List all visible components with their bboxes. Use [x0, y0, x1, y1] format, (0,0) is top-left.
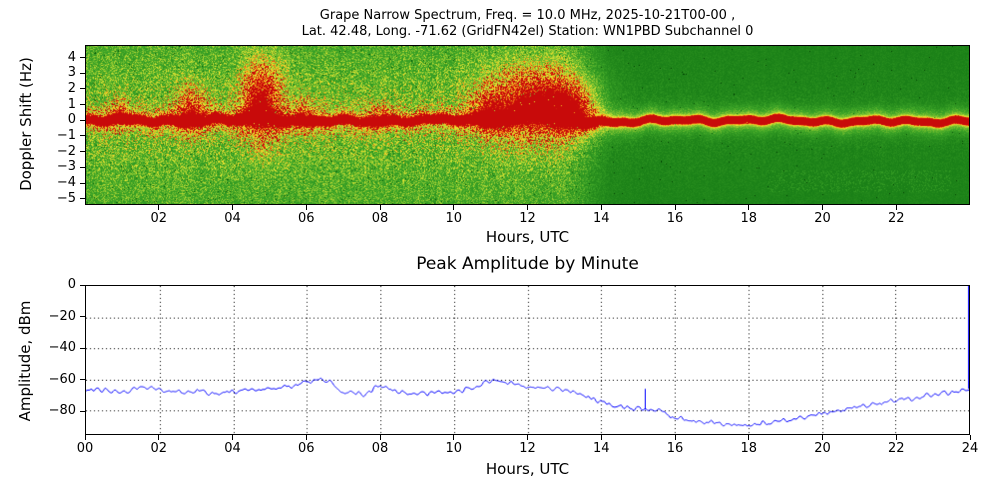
- spectrogram-axes: [85, 45, 970, 205]
- y-tick-mark: [80, 57, 85, 59]
- x-tick-label: 12: [519, 441, 536, 456]
- y-tick-label: −40: [48, 340, 76, 356]
- y-tick-mark: [80, 88, 85, 90]
- x-tick-mark: [84, 435, 86, 440]
- y-tick-label: −4: [56, 175, 76, 191]
- x-tick-mark: [822, 205, 823, 210]
- x-tick-mark: [527, 435, 528, 440]
- x-tick-mark: [232, 435, 233, 440]
- y-tick-label: −2: [56, 143, 76, 159]
- y-tick-mark: [80, 182, 85, 184]
- y-tick-label: 0: [67, 277, 76, 292]
- y-tick-label: −60: [48, 371, 76, 387]
- x-tick-mark: [600, 435, 602, 440]
- y-tick-mark: [80, 72, 85, 74]
- x-tick-mark: [305, 205, 307, 210]
- y-tick-mark: [80, 166, 85, 168]
- x-tick-label: 12: [519, 211, 536, 226]
- x-tick-label: 14: [592, 211, 610, 226]
- y-tick-mark: [80, 379, 85, 381]
- spectrogram-title-line1: Grape Narrow Spectrum, Freq. = 10.0 MHz,…: [319, 8, 736, 23]
- x-tick-mark: [748, 205, 750, 210]
- spectrogram-title-line2: Lat. 42.48, Long. -71.62 (GridFN42el) St…: [301, 24, 754, 39]
- x-tick-mark: [674, 205, 676, 210]
- y-tick-label: −3: [56, 159, 76, 175]
- x-tick-label: 22: [887, 211, 905, 226]
- y-tick-label: −1: [56, 127, 76, 143]
- y-tick-label: 2: [67, 80, 76, 96]
- amplitude-xlabel: Hours, UTC: [485, 460, 570, 478]
- x-tick-label: 18: [740, 211, 758, 226]
- x-tick-label: 20: [814, 211, 831, 226]
- x-tick-label: 00: [76, 441, 94, 456]
- x-tick-mark: [895, 205, 897, 210]
- x-tick-label: 10: [445, 211, 463, 226]
- x-tick-label: 02: [150, 211, 168, 226]
- amplitude-ylabel: Amplitude, dBm: [16, 300, 34, 422]
- x-tick-label: 10: [445, 441, 463, 456]
- y-tick-mark: [80, 410, 85, 412]
- amplitude-axes: [85, 285, 970, 435]
- y-tick-mark: [80, 198, 85, 200]
- spectrogram-ylabel: Doppler Shift (Hz): [17, 57, 35, 191]
- x-tick-mark: [895, 435, 897, 440]
- x-tick-mark: [158, 435, 160, 440]
- x-tick-label: 06: [297, 441, 315, 456]
- y-tick-label: 1: [67, 96, 76, 112]
- x-tick-label: 02: [150, 441, 168, 456]
- amplitude-canvas: [86, 286, 969, 434]
- spectrogram-canvas: [86, 46, 969, 204]
- y-tick-mark: [80, 119, 85, 121]
- x-tick-mark: [305, 435, 307, 440]
- spectrogram-title: Grape Narrow Spectrum, Freq. = 10.0 MHz,…: [85, 8, 970, 40]
- y-tick-label: 3: [67, 65, 76, 81]
- x-tick-mark: [822, 435, 823, 440]
- x-tick-mark: [158, 205, 160, 210]
- amplitude-title: Peak Amplitude by Minute: [416, 254, 639, 274]
- y-tick-label: −5: [56, 190, 76, 206]
- y-tick-mark: [80, 347, 85, 349]
- x-tick-mark: [379, 205, 381, 210]
- x-tick-mark: [232, 205, 233, 210]
- y-tick-label: −80: [48, 403, 76, 419]
- y-tick-label: 0: [67, 112, 76, 128]
- x-tick-label: 04: [224, 211, 241, 226]
- x-tick-mark: [600, 205, 602, 210]
- y-tick-mark: [80, 284, 85, 286]
- y-tick-mark: [80, 135, 85, 137]
- y-tick-mark: [80, 151, 85, 153]
- x-tick-mark: [379, 435, 381, 440]
- x-tick-label: 14: [592, 441, 610, 456]
- x-tick-mark: [748, 435, 750, 440]
- x-tick-label: 06: [297, 211, 315, 226]
- x-tick-mark: [527, 205, 528, 210]
- x-tick-mark: [674, 435, 676, 440]
- x-tick-label: 04: [224, 441, 241, 456]
- x-tick-label: 08: [371, 441, 389, 456]
- y-tick-label: −20: [48, 308, 76, 324]
- x-tick-label: 18: [740, 441, 758, 456]
- spectrogram-xlabel: Hours, UTC: [485, 228, 570, 246]
- x-tick-label: 22: [887, 441, 905, 456]
- y-tick-label: 4: [67, 49, 76, 65]
- x-tick-label: 20: [814, 441, 831, 456]
- x-tick-label: 08: [371, 211, 389, 226]
- x-tick-label: 24: [961, 441, 979, 456]
- y-tick-mark: [80, 104, 85, 106]
- y-tick-mark: [80, 316, 85, 318]
- x-tick-label: 16: [666, 211, 684, 226]
- x-tick-mark: [969, 435, 971, 440]
- x-tick-label: 16: [666, 441, 684, 456]
- x-tick-mark: [453, 435, 455, 440]
- x-tick-mark: [453, 205, 455, 210]
